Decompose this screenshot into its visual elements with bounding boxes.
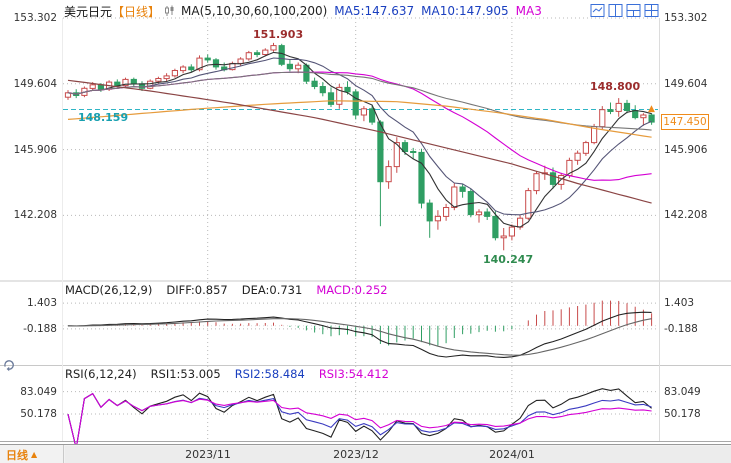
price-annotation: 148.800 <box>590 80 641 93</box>
layout-single-icon[interactable] <box>590 3 605 18</box>
rsi-params-label: RSI(6,12,24) <box>65 367 137 381</box>
y-axis-label: 142.208 <box>664 209 708 221</box>
timeframe-cell <box>0 445 64 463</box>
y-axis-label: 50.178 <box>664 408 701 420</box>
ma-params-label: MA(5,10,30,60,100,200) <box>181 4 328 18</box>
rsi1-value: RSI1:53.005 <box>150 367 221 381</box>
y-axis-label: 149.604 <box>13 78 57 90</box>
ma10-value: MA10:147.905 <box>421 4 509 18</box>
y-axis-label: 145.906 <box>13 144 57 156</box>
ma-settings-icon[interactable] <box>164 5 175 17</box>
macd-params-label: MACD(26,12,9) <box>65 283 153 297</box>
x-axis-month-label: 2023/12 <box>333 448 379 461</box>
h-scrollbar[interactable] <box>65 446 731 463</box>
y-axis-label: 50.178 <box>20 408 57 420</box>
rsi-panel-header: RSI(6,12,24) RSI1:53.005 RSI2:58.484 RSI3:5… <box>65 367 403 381</box>
symbol-name: 美元日元 <box>64 4 113 19</box>
y-axis-label: 1.403 <box>664 297 695 309</box>
timeframe-up-arrow-icon: ▲ <box>31 450 38 459</box>
timeframe-label: 日线 <box>6 449 28 462</box>
period-tag: 【日线】 <box>112 4 161 19</box>
y-axis-label: -0.188 <box>664 323 698 335</box>
layout-two-pane-icon[interactable] <box>608 3 623 18</box>
macd-macd-value: MACD:0.252 <box>316 283 388 297</box>
layout-three-pane-icon[interactable] <box>626 3 641 18</box>
y-axis-label: -0.188 <box>23 323 57 335</box>
rsi2-value: RSI2:58.484 <box>234 367 305 381</box>
y-axis-label: 83.049 <box>664 386 701 398</box>
y-axis-label: 1.403 <box>26 297 57 309</box>
time-axis-bar: 日线 ▲ 2023/11 2023/12 2024/01 <box>0 444 731 463</box>
price-alert-triangle-icon: ▲ <box>648 104 655 114</box>
rsi3-value: RSI3:54.412 <box>318 367 389 381</box>
y-axis-label: 142.208 <box>13 209 57 221</box>
y-axis-label: 149.604 <box>664 78 708 90</box>
indicator-cycle-icon[interactable] <box>2 357 16 372</box>
macd-panel-header: MACD(26,12,9) DIFF:0.857 DEA:0.731 MACD:0.2… <box>65 283 402 297</box>
ma5-value: MA5:147.637 <box>334 4 415 18</box>
macd-diff-value: DIFF:0.857 <box>166 283 228 297</box>
y-axis-label: 145.906 <box>664 144 708 156</box>
chart-layout-toolbar <box>590 3 659 18</box>
layout-four-pane-icon[interactable] <box>644 3 659 18</box>
x-axis-month-label: 2024/01 <box>489 448 535 461</box>
macd-dea-value: DEA:0.731 <box>241 283 303 297</box>
last-price-tag: 147.450 <box>661 114 709 130</box>
y-axis-label: 83.049 <box>20 386 57 398</box>
price-annotation: 151.903 <box>253 28 304 41</box>
y-axis-label: 153.302 <box>664 12 708 24</box>
main-chart-header: 美元日元 【日线】 MA(5,10,30,60,100,200) MA5:147… <box>0 0 731 22</box>
timeframe-tab-daily[interactable]: 日线 ▲ <box>6 447 37 463</box>
y-axis-label: 153.302 <box>13 12 57 24</box>
price-annotation: 148.159 <box>78 111 129 124</box>
ma30-value-truncated: MA3 <box>515 4 542 18</box>
price-annotation: 140.247 <box>483 253 534 266</box>
x-axis-month-label: 2023/11 <box>185 448 231 461</box>
